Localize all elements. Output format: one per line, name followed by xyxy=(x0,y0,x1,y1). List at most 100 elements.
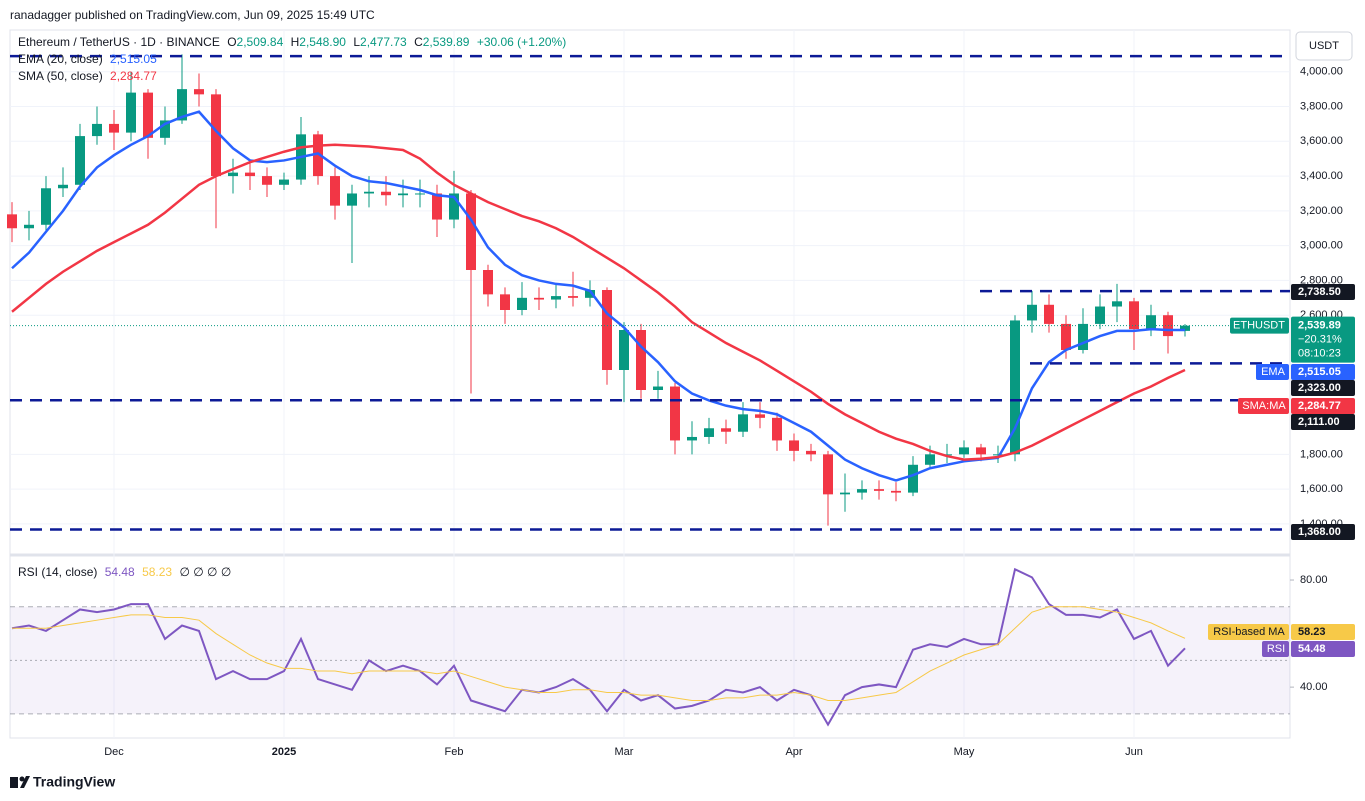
candle-body xyxy=(1146,315,1156,330)
y-tick-label: 2,800.00 xyxy=(1300,274,1343,286)
candle-body xyxy=(415,193,425,195)
rsi-legend: RSI (14, close) 54.48 58.23 ∅ ∅ ∅ ∅ xyxy=(18,565,235,579)
level-badge xyxy=(1291,414,1355,430)
y-tick-label: 4,000.00 xyxy=(1300,66,1343,78)
candle-body xyxy=(24,224,34,229)
level-label: 1,368.00 xyxy=(1298,526,1341,538)
candle-body xyxy=(500,294,510,310)
candle-body xyxy=(602,290,612,370)
candle-body xyxy=(245,172,255,177)
rsi-line xyxy=(12,606,1186,702)
brand-logo xyxy=(10,776,30,788)
candle-body xyxy=(959,447,969,455)
series-badge-label: RSI xyxy=(1267,643,1285,655)
symbol-title: Ethereum / TetherUS · 1D · BINANCE xyxy=(18,35,220,49)
legend-value: 2,284.77 xyxy=(110,69,157,83)
candle-body xyxy=(1078,323,1088,350)
currency: USDT xyxy=(1309,40,1339,52)
candle-body xyxy=(1129,301,1139,330)
price-badge-text: −20.31% xyxy=(1298,334,1342,346)
legend-name: EMA (20, close) xyxy=(18,52,103,66)
candle-body xyxy=(925,454,935,465)
candle-body xyxy=(772,417,782,441)
candle-body xyxy=(313,134,323,177)
candle-body xyxy=(1061,323,1071,350)
candle-body xyxy=(891,490,901,493)
symbol-legend: Ethereum / TetherUS · 1D · BINANCE O2,50… xyxy=(18,35,570,49)
price-badge-text: 08:10:23 xyxy=(1298,348,1341,360)
candle-body xyxy=(636,330,646,390)
candle-body xyxy=(585,290,595,298)
y-tick-label: 3,200.00 xyxy=(1300,205,1343,217)
candle-body xyxy=(1027,304,1037,321)
candle-body xyxy=(126,92,136,133)
x-tick-label: May xyxy=(954,746,975,758)
candle-body xyxy=(347,193,357,206)
candle-body xyxy=(976,447,986,455)
candle-body xyxy=(75,136,85,185)
candle-body xyxy=(483,270,493,295)
quote-key: H xyxy=(290,35,300,49)
candle-body xyxy=(568,296,578,298)
candle-body xyxy=(551,296,561,300)
series-badge-value xyxy=(1291,641,1355,657)
candle-body xyxy=(653,386,663,390)
legend-value: 54.48 xyxy=(104,565,135,579)
candle-body xyxy=(1180,325,1190,331)
y-tick-label: 3,800.00 xyxy=(1300,100,1343,112)
quote-key: O xyxy=(227,35,237,49)
sma-legend: SMA (50, close) 2,284.77 xyxy=(18,69,161,83)
series-badge xyxy=(1262,641,1289,657)
candle-body xyxy=(738,414,748,432)
x-tick-label: Jun xyxy=(1125,746,1143,758)
y-tick-label: 3,000.00 xyxy=(1300,240,1343,252)
level-badge xyxy=(1291,380,1355,396)
candle-body xyxy=(262,176,272,185)
candle-body xyxy=(143,92,153,138)
series-badge-value xyxy=(1291,398,1355,414)
candle-body xyxy=(177,89,187,121)
quote-change: +30.06 (+1.20%) xyxy=(476,35,567,49)
candle-body xyxy=(330,176,340,206)
candle-body xyxy=(840,492,850,495)
legend-name: SMA (50, close) xyxy=(18,69,103,83)
y-tick-label: 80.00 xyxy=(1300,574,1328,586)
candle-body xyxy=(517,297,527,310)
quote-value: 2,509.84 xyxy=(236,35,284,49)
candle-body xyxy=(7,214,17,229)
candle-body xyxy=(823,454,833,495)
indicator-line xyxy=(11,143,1186,461)
y-tick-label: 1,600.00 xyxy=(1300,483,1343,495)
symbol-badge xyxy=(1230,317,1289,334)
candle-body xyxy=(670,386,680,441)
y-tick-label: 1,800.00 xyxy=(1300,448,1343,460)
legend-value: 58.23 xyxy=(142,565,173,579)
price-badge xyxy=(1291,316,1355,363)
series-badge-label: RSI-based MA xyxy=(1213,626,1285,638)
candle-body xyxy=(449,193,459,220)
candle-body xyxy=(279,179,289,185)
y-tick-label: 3,400.00 xyxy=(1300,170,1343,182)
candle-body xyxy=(92,123,102,137)
candle-body xyxy=(1095,306,1105,324)
quote-key: C xyxy=(414,35,423,49)
x-tick-label: 2025 xyxy=(272,746,296,758)
legend-value: 2,515.05 xyxy=(110,52,157,66)
series-badge-value xyxy=(1291,364,1355,380)
candle-body xyxy=(857,489,867,493)
candle-body xyxy=(160,120,170,138)
candle-body xyxy=(1010,320,1020,455)
candle-body xyxy=(806,450,816,455)
candle-body xyxy=(194,89,204,95)
currency-box[interactable] xyxy=(1295,31,1353,61)
price-badge-text: 2,539.89 xyxy=(1298,320,1341,332)
legend-null-values: ∅ ∅ ∅ ∅ xyxy=(179,565,232,579)
level-label: 2,111.00 xyxy=(1298,416,1340,428)
candle-body xyxy=(58,184,68,189)
series-badge-label: EMA xyxy=(1261,366,1286,378)
quote-value: 2,477.73 xyxy=(360,35,407,49)
candle-body xyxy=(687,436,697,441)
symbol-label: ETHUSDT xyxy=(1233,320,1285,332)
